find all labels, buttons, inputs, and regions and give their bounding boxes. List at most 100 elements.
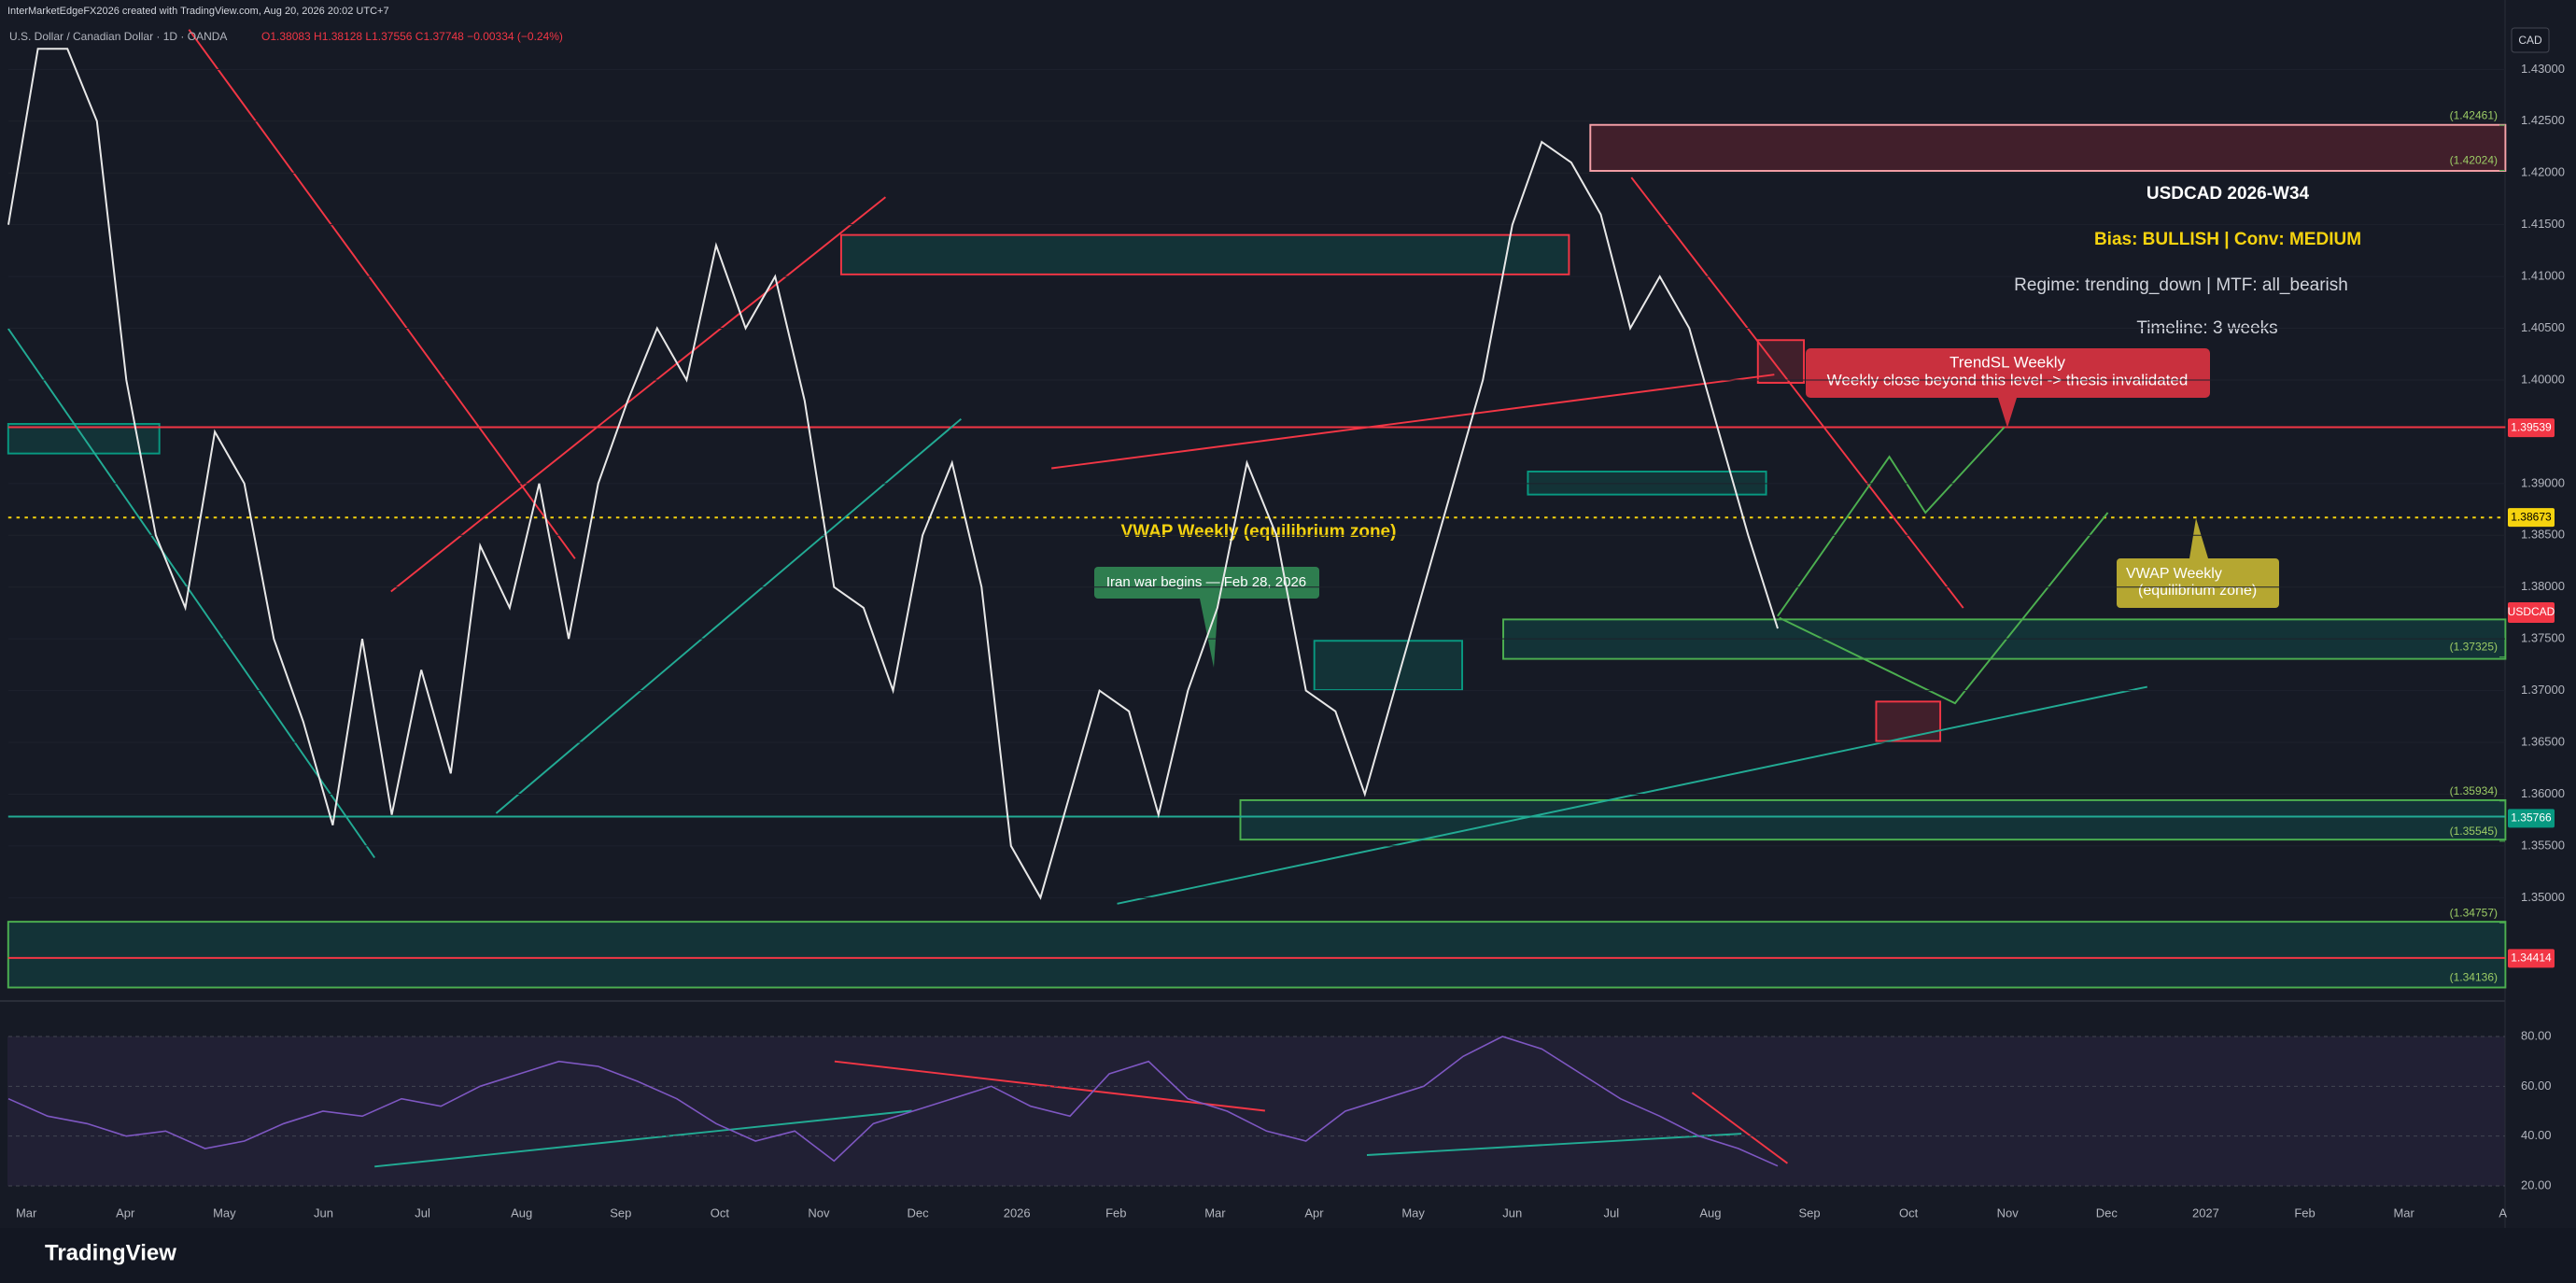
y-tick-label: 1.35500	[2521, 838, 2565, 852]
rsi-trend-line	[1691, 1092, 1789, 1164]
vwap-callout-box	[2117, 558, 2279, 608]
x-tick-label: Apr	[1304, 1205, 1324, 1220]
x-tick-label: Oct	[711, 1205, 730, 1220]
x-tick-label: Sep	[610, 1205, 631, 1220]
y-tick-label: 1.42000	[2521, 165, 2565, 179]
ohlc-legend: O1.38083 H1.38128 L1.37556 C1.37748 −0.0…	[261, 30, 563, 43]
trend-line	[495, 417, 962, 814]
regime: Regime: trending_down | MTF: all_bearish	[2014, 275, 2348, 295]
y-tick-label: 1.37000	[2521, 683, 2565, 697]
vwap-label: VWAP Weekly (equilibrium zone)	[1121, 522, 1397, 542]
x-tick-label: 2026	[1004, 1205, 1031, 1220]
price-badge	[2508, 508, 2555, 528]
plan-title: USDCAD 2026-W34	[2147, 184, 2310, 204]
x-tick-label: May	[213, 1205, 236, 1220]
x-tick-label: A	[2499, 1205, 2507, 1220]
y-tick-label: 1.40000	[2521, 372, 2565, 386]
zone	[7, 921, 2507, 989]
vwap-callout-line: VWAP Weekly	[2126, 566, 2222, 582]
footer-bar	[0, 1228, 2576, 1283]
event-box	[1094, 567, 1319, 599]
price-badge-label: 1.39539	[2511, 420, 2552, 433]
projection-arrow	[1777, 426, 2006, 617]
x-tick-label: Jun	[1502, 1205, 1522, 1220]
y-tick-label: 1.36000	[2521, 786, 2565, 800]
brand: TradingView	[45, 1240, 176, 1265]
x-tick-label: Nov	[1997, 1205, 2020, 1220]
symbol-badge-label: USDCAD	[2508, 605, 2555, 618]
y-tick-label: 1.37500	[2521, 631, 2565, 645]
x-tick-label: Feb	[1105, 1205, 1126, 1220]
x-tick-label: 2027	[2192, 1205, 2219, 1220]
level-label: (1.37325)	[2450, 641, 2498, 654]
trendsl-title: TrendSL Weekly	[1950, 353, 2066, 371]
rsi-tick-label: 80.00	[2521, 1028, 2552, 1042]
x-tick-label: Oct	[1899, 1205, 1919, 1220]
x-tick-label: Jun	[314, 1205, 333, 1220]
y-tick-label: 1.41000	[2521, 269, 2565, 283]
x-tick-label: Apr	[116, 1205, 135, 1220]
price-line	[7, 48, 1779, 900]
price-badge-label: 1.34414	[2511, 951, 2552, 964]
x-tick-label: Mar	[1204, 1205, 1226, 1220]
rsi-tick-label: 60.00	[2521, 1079, 2552, 1093]
y-tick-label: 1.40500	[2521, 320, 2565, 334]
price-badge	[2508, 809, 2555, 828]
trend-line	[390, 196, 887, 593]
bias: Bias: BULLISH | Conv: MEDIUM	[2094, 230, 2361, 249]
rsi-trend-line	[1366, 1133, 1742, 1156]
x-tick-label: May	[1401, 1205, 1425, 1220]
y-tick-label: 1.38000	[2521, 579, 2565, 593]
price-badge	[2508, 418, 2555, 438]
rsi-band	[7, 1036, 2505, 1186]
rsi-tick-label: 40.00	[2521, 1128, 2552, 1142]
symbol-legend: U.S. Dollar / Canadian Dollar · 1D · OAN…	[9, 30, 227, 43]
zone	[1527, 471, 1767, 496]
y-tick-label: 1.39000	[2521, 475, 2565, 489]
vwap-callout-pointer	[2189, 518, 2208, 558]
x-tick-label: Nov	[808, 1205, 830, 1220]
y-tick-label: 1.38500	[2521, 528, 2565, 542]
level-label: (1.42024)	[2450, 154, 2498, 167]
level-label: (1.35934)	[2450, 784, 2498, 797]
x-tick-label: Mar	[16, 1205, 37, 1220]
x-tick-label: Aug	[1699, 1205, 1721, 1220]
symbol-badge	[2508, 602, 2555, 623]
y-tick-label: 1.43000	[2521, 62, 2565, 76]
level-label: (1.34757)	[2450, 906, 2498, 919]
price-badge-label: 1.35766	[2511, 811, 2552, 825]
x-tick-label: Feb	[2294, 1205, 2315, 1220]
currency-button[interactable]	[2511, 27, 2550, 53]
level-label: (1.42461)	[2450, 108, 2498, 121]
projection-arrow	[1779, 512, 2109, 705]
trendsl-pointer	[1998, 398, 2017, 428]
attribution: InterMarketEdgeFX2026 created with Tradi…	[7, 6, 389, 17]
trend-line	[188, 29, 576, 559]
currency-label[interactable]: CAD	[2518, 34, 2542, 47]
trendsl-box	[1806, 348, 2210, 398]
zone	[1875, 700, 1942, 742]
rsi-tick-label: 20.00	[2521, 1177, 2552, 1191]
x-tick-label: Jul	[1604, 1205, 1620, 1220]
y-tick-label: 1.36500	[2521, 734, 2565, 748]
x-tick-label: Jul	[415, 1205, 430, 1220]
trend-line	[1117, 685, 2147, 905]
level-label: (1.35545)	[2450, 825, 2498, 838]
x-tick-label: Aug	[511, 1205, 532, 1220]
rsi-line	[7, 1036, 1779, 1167]
trend-line	[1630, 176, 1964, 609]
y-tick-label: 1.41500	[2521, 217, 2565, 231]
price-badge	[2508, 949, 2555, 968]
x-tick-label: Dec	[908, 1205, 930, 1220]
zone	[839, 233, 1570, 275]
zone	[1313, 640, 1464, 691]
y-tick-label: 1.42500	[2521, 113, 2565, 127]
zone	[1589, 123, 2507, 172]
level-label: (1.34136)	[2450, 970, 2498, 983]
price-badge-label: 1.38673	[2511, 510, 2552, 523]
rsi-trend-line	[374, 1109, 912, 1168]
y-tick-label: 1.35000	[2521, 890, 2565, 904]
drawings	[7, 29, 2507, 1168]
x-tick-label: Mar	[2393, 1205, 2414, 1220]
